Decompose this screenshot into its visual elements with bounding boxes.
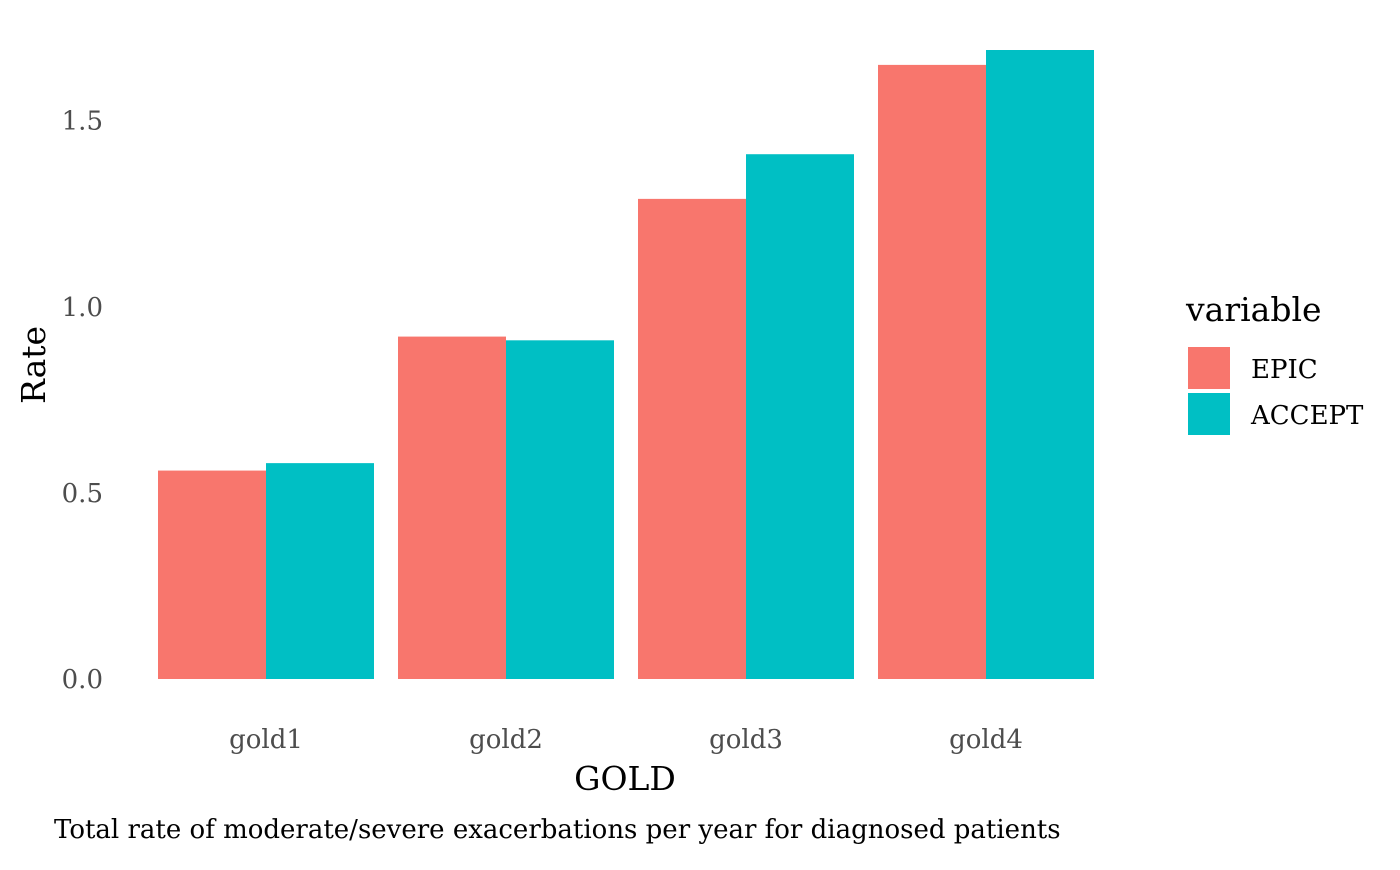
x-tick-label: gold4: [949, 725, 1023, 755]
x-axis-title: GOLD: [574, 759, 676, 798]
y-tick-label: 1.5: [62, 107, 103, 137]
y-axis-title: Rate: [14, 326, 53, 404]
bar-epic-gold2: [398, 336, 506, 679]
chart-caption: Total rate of moderate/severe exacerbati…: [54, 815, 1061, 845]
x-tick-label: gold3: [709, 725, 783, 755]
legend-items: EPIC ACCEPT: [1188, 347, 1364, 435]
x-tick-label: gold1: [229, 725, 303, 755]
y-axis: 0.0 0.5 1.0 1.5: [62, 107, 103, 695]
bar-accept-gold4: [986, 50, 1094, 679]
x-axis: gold1 gold2 gold3 gold4: [229, 725, 1023, 755]
y-tick-label: 0.5: [62, 479, 103, 509]
bar-accept-gold1: [266, 463, 374, 679]
bar-accept-gold2: [506, 340, 614, 679]
bar-accept-gold3: [746, 154, 854, 679]
bar-epic-gold4: [878, 64, 986, 679]
legend-title: variable: [1185, 290, 1322, 329]
legend-swatch-accept: [1188, 393, 1230, 435]
bar-epic-gold1: [158, 470, 266, 679]
x-tick-label: gold2: [469, 725, 543, 755]
legend-swatch-epic: [1188, 347, 1230, 389]
legend: variable EPIC ACCEPT: [1185, 290, 1364, 435]
legend-label-accept: ACCEPT: [1250, 401, 1364, 431]
bars-layer: [158, 50, 1094, 679]
bar-epic-gold3: [638, 198, 746, 679]
legend-label-epic: EPIC: [1251, 355, 1318, 385]
y-tick-label: 0.0: [62, 665, 103, 695]
y-tick-label: 1.0: [62, 293, 103, 323]
